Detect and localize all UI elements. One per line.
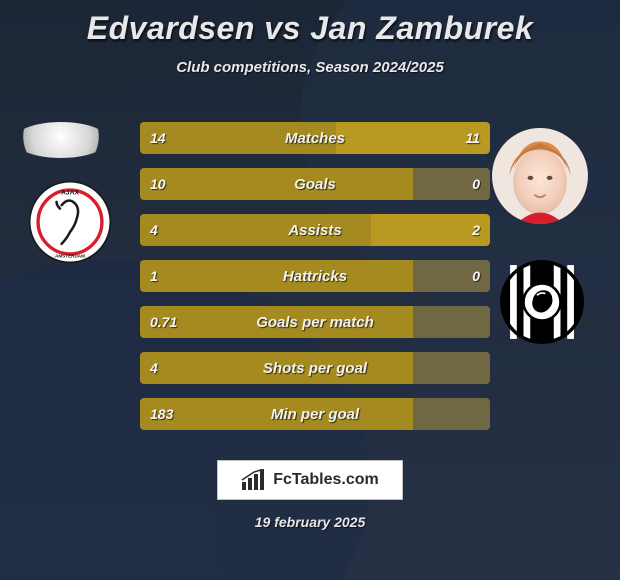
stats-bars: Matches1411 Goals100 Assists42 Hattricks10 G… (140, 122, 490, 430)
stat-row: Hattricks10 (140, 260, 490, 292)
club-logo-left: AJAX AMSTERDAM (28, 180, 112, 264)
stat-row: Assists42 (140, 214, 490, 246)
stat-row: Min per goal183 (140, 398, 490, 430)
stat-row: Matches1411 (140, 122, 490, 154)
svg-text:AMSTERDAM: AMSTERDAM (55, 253, 85, 258)
page-title: Edvardsen vs Jan Zamburek (0, 0, 620, 47)
club-logo-right (500, 260, 584, 344)
player-right-photo (492, 128, 588, 224)
svg-text:AJAX: AJAX (61, 189, 79, 196)
branding-box: FcTables.com (217, 460, 403, 500)
stat-row: Shots per goal4 (140, 352, 490, 384)
date: 19 february 2025 (255, 514, 366, 530)
chart-icon (241, 469, 267, 491)
branding-text: FcTables.com (273, 471, 379, 489)
stat-row: Goals100 (140, 168, 490, 200)
stat-row: Goals per match0.71 (140, 306, 490, 338)
subtitle: Club competitions, Season 2024/2025 (0, 59, 620, 76)
player-left-photo (14, 122, 108, 158)
